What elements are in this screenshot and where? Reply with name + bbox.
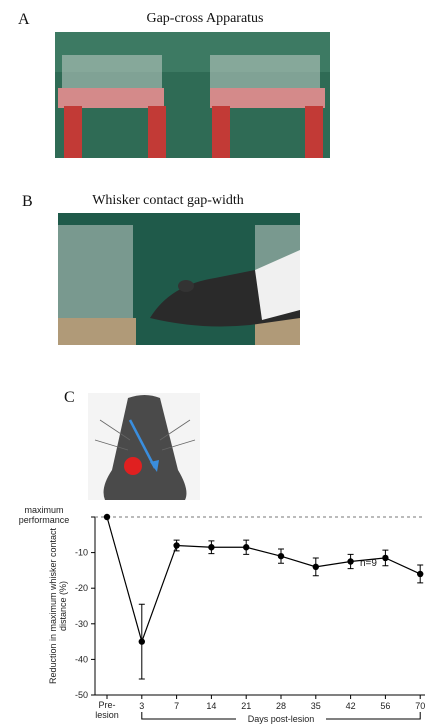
x-tick-label: 56 [380, 701, 390, 711]
y-tick-label: -10 [75, 548, 88, 558]
point [208, 544, 215, 551]
panel-label: C [64, 389, 75, 406]
point [417, 570, 424, 578]
x-tick-label: 70 [415, 701, 425, 711]
point [138, 638, 145, 645]
point [243, 544, 250, 551]
panel-title: Gap-cross Apparatus [146, 11, 263, 26]
x-tick-label: 3 [139, 701, 144, 711]
x-tick-label: 35 [311, 701, 321, 711]
point [103, 513, 111, 521]
x-tick-label: 42 [346, 701, 356, 711]
apparatus-photo [55, 32, 330, 158]
y-tick-label: -20 [75, 583, 88, 593]
rat-gap-photo [58, 213, 300, 345]
y-tick-label: maximum performance [18, 505, 70, 525]
y-tick-label: -30 [75, 619, 88, 629]
annotation: n=9 [360, 558, 377, 569]
x-tick-label: 14 [206, 701, 216, 711]
rat-head-photo [88, 393, 200, 500]
x-tick-label: 28 [276, 701, 286, 711]
x-axis-label: Days post-lesion [248, 714, 315, 724]
y-axis-label: Reduction in maximum whisker contact dis… [48, 527, 68, 685]
point [347, 558, 354, 565]
point [382, 554, 389, 562]
x-tick-label: Pre-lesion [95, 700, 119, 720]
x-tick-label: 21 [241, 701, 251, 711]
panel-label: A [18, 11, 30, 28]
panel-label: B [22, 193, 33, 210]
x-tick-label: 7 [174, 701, 179, 711]
x-label-bg [236, 713, 326, 725]
point [173, 542, 180, 549]
point [312, 563, 319, 571]
y-tick-label: -50 [75, 690, 88, 700]
chart: -10 -20 -30 -40 -50 3 7 14 21 28 35 42 56 70 Days post… [75, 513, 425, 725]
point [277, 552, 285, 560]
line [106, 516, 421, 644]
y-tick-label: -40 [75, 654, 88, 664]
panel-title: Whisker contact gap-width [92, 193, 244, 208]
